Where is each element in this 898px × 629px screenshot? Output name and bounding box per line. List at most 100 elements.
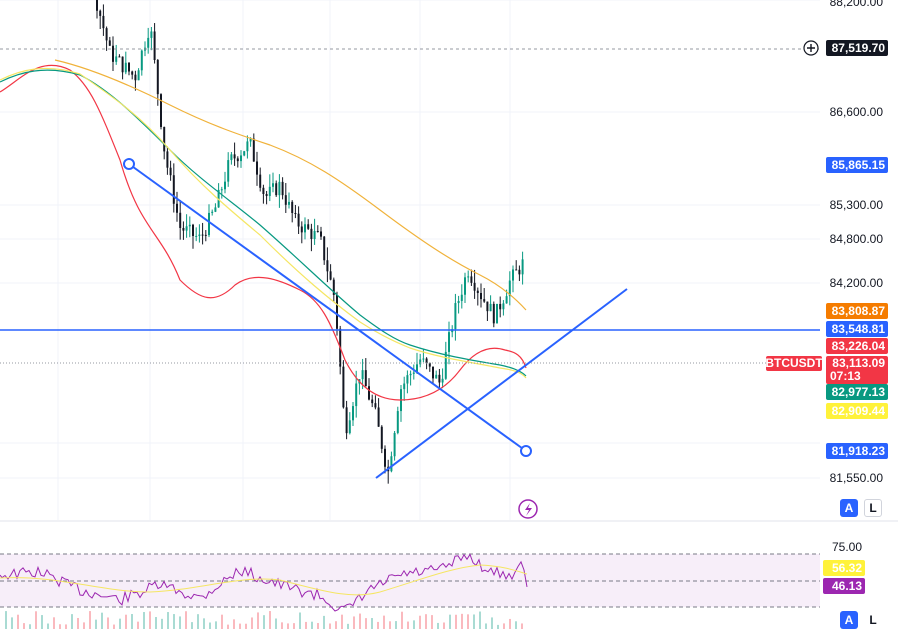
volume-bar [257, 612, 259, 629]
candle-body [284, 195, 287, 205]
volume-bar [191, 622, 193, 629]
volume-bar [29, 624, 31, 629]
volume-bar [521, 623, 523, 629]
candle-body [502, 303, 505, 310]
volume-bar [287, 623, 289, 629]
volume-bar [329, 623, 331, 629]
candle-body [512, 269, 514, 281]
candle-body [249, 138, 252, 142]
plus-icon [807, 44, 815, 52]
candle-body [275, 183, 278, 196]
candle-body [99, 10, 102, 16]
descending-trend-line [128, 163, 527, 452]
candle-body [169, 167, 172, 176]
volume-bar [17, 614, 19, 629]
candle-body [361, 370, 364, 380]
candle-body [486, 301, 489, 312]
candle-body [297, 213, 300, 227]
volume-bar [137, 621, 139, 629]
rsi-pane [0, 553, 820, 629]
candle-body [195, 235, 198, 237]
candle-body [118, 56, 121, 58]
volume-bar [323, 615, 325, 629]
rsi-axis: 75.00 56.32 46.13 [823, 540, 865, 594]
candle-body [208, 212, 210, 236]
candle-body [156, 59, 159, 95]
candle-body [182, 227, 185, 231]
log-scale-button[interactable]: L [864, 499, 882, 517]
y-tick-label: 81,550.00 [830, 471, 884, 485]
candle-body [508, 280, 511, 297]
volume-bar [215, 621, 217, 629]
price-tag-label: 82,977.13 [832, 385, 886, 399]
y-tick-label: 88,200.00 [830, 0, 884, 9]
candle-body [409, 373, 412, 376]
candle-body [403, 383, 406, 390]
candle-body [233, 154, 236, 159]
candle-body [281, 181, 284, 196]
rsi-log-scale-button[interactable]: L [864, 611, 882, 629]
volume-bar [299, 612, 301, 629]
volume-bar [143, 612, 145, 629]
candle-body [176, 203, 178, 213]
volume-bar [443, 622, 445, 629]
ma-red-line [0, 64, 527, 401]
symbol-label: BTCUSDT [765, 356, 823, 370]
price-axis[interactable]: 88,200.00 86,600.00 85,300.00 84,800.00 84,2… [830, 0, 884, 485]
candle-body [464, 277, 466, 295]
price-tag-label: 82,909.44 [832, 404, 886, 418]
candle-body [246, 141, 249, 152]
countdown-label: 07:13 [830, 369, 861, 383]
candle-body [108, 40, 111, 46]
rsi-tag-bg [823, 560, 865, 576]
volume-bar [161, 618, 163, 629]
volume-bar [377, 621, 379, 629]
candle-body [147, 37, 150, 48]
price-tag-bg [826, 157, 888, 173]
candle-body [201, 234, 204, 236]
last-price-tag-bg [826, 356, 888, 384]
price-tag-label: 81,918.23 [832, 444, 886, 458]
candle-body [153, 31, 156, 60]
volume-bar [41, 615, 43, 629]
rsi-tag-label: 46.13 [832, 579, 862, 593]
volume-bar [425, 614, 427, 629]
candle-body [224, 181, 226, 190]
candle-body [300, 226, 303, 233]
candle-body [368, 386, 370, 400]
candle-body [473, 282, 476, 291]
candle-body [192, 224, 194, 236]
candle-body [316, 231, 319, 233]
candle-body [454, 303, 457, 330]
candle-body [268, 186, 271, 197]
candle-body [348, 420, 351, 434]
volume-bar [359, 613, 361, 629]
volume-bar [221, 614, 223, 629]
price-tag-bg [826, 40, 888, 56]
volume-bar [251, 617, 253, 629]
auto-scale-button[interactable]: A [840, 499, 858, 517]
candle-body [294, 213, 297, 215]
price-tag-bg [826, 303, 888, 319]
price-pane[interactable] [0, 0, 820, 520]
candle-body [425, 358, 428, 364]
candle-body [393, 432, 396, 457]
price-tag-bg [826, 338, 888, 354]
candle-body [483, 299, 486, 302]
candle-body [265, 194, 268, 197]
volume-bar [113, 624, 115, 629]
volume-bar [107, 617, 109, 629]
candle-body [435, 374, 438, 379]
volume-bar [449, 614, 451, 629]
rsi-tag-label: 56.32 [832, 561, 862, 575]
volume-bar [71, 614, 73, 629]
candle-body [291, 201, 294, 214]
candle-body [259, 174, 262, 188]
rsi-auto-scale-button[interactable]: A [840, 611, 858, 629]
candle-body [521, 259, 524, 275]
candle-body [336, 294, 338, 329]
volume-bar [35, 611, 37, 629]
price-tag-bg [826, 321, 888, 337]
candle-body [467, 276, 470, 278]
